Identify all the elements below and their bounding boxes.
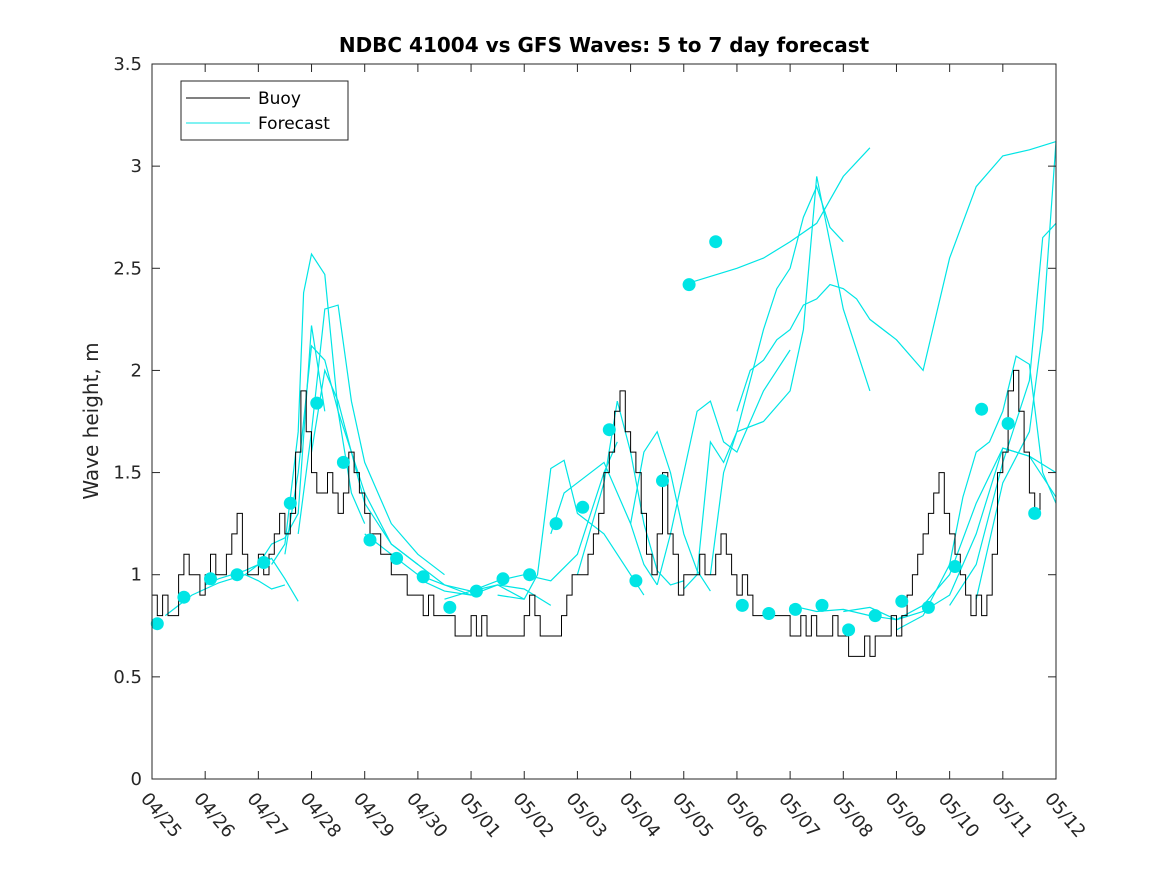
- forecast-point: [815, 598, 829, 612]
- forecast-point: [549, 517, 563, 531]
- forecast-point: [150, 617, 164, 631]
- forecast-line: [297, 304, 445, 576]
- x-tick-label: 05/09: [881, 789, 930, 842]
- y-tick-label: 2.5: [113, 258, 142, 279]
- x-tick-label: 04/28: [296, 789, 345, 842]
- x-tick-label: 04/30: [402, 789, 451, 842]
- chart-title: NDBC 41004 vs GFS Waves: 5 to 7 day fore…: [339, 33, 870, 57]
- forecast-point: [602, 423, 616, 437]
- legend: Buoy Forecast: [180, 80, 349, 141]
- x-tick-label: 05/03: [562, 789, 611, 842]
- forecast-line: [736, 141, 1057, 412]
- x-tick-label: 04/26: [189, 789, 238, 842]
- forecast-point: [469, 584, 483, 598]
- forecast-point: [948, 560, 962, 573]
- x-tick-label: 05/08: [827, 789, 876, 842]
- y-axis: 0 0.5 1 1.5 2 2.5 3 3.5: [113, 54, 1056, 790]
- forecast-point: [390, 551, 404, 565]
- forecast-point: [975, 402, 989, 416]
- forecast-point: [336, 455, 350, 469]
- x-tick-label: 05/04: [615, 789, 664, 842]
- forecast-point: [895, 594, 909, 608]
- forecast-point: [177, 590, 191, 604]
- forecast-point: [496, 572, 510, 586]
- x-tick-label: 05/11: [987, 789, 1036, 842]
- legend-box: [180, 80, 349, 141]
- y-tick-label: 1.5: [113, 463, 142, 484]
- forecast-point: [443, 600, 457, 614]
- forecast-point: [735, 598, 749, 612]
- forecast-point: [230, 568, 244, 582]
- axes-box: [151, 63, 1057, 780]
- buoy-line: [152, 369, 1041, 657]
- forecast-point: [416, 570, 430, 584]
- forecast-line: [949, 222, 1057, 606]
- forecast-point: [310, 396, 324, 410]
- forecast-line: [975, 141, 1057, 600]
- legend-label-forecast: Forecast: [258, 114, 330, 134]
- forecast-line: [656, 349, 791, 586]
- forecast-point: [1001, 417, 1015, 430]
- x-tick-label: 04/27: [243, 789, 292, 842]
- forecast-line: [683, 147, 871, 286]
- y-tick-label: 3: [131, 156, 142, 177]
- x-tick-label: 05/12: [1040, 789, 1089, 842]
- forecast-point: [523, 568, 537, 582]
- y-axis-label: Wave height, m: [79, 342, 103, 499]
- x-tick-label: 05/02: [508, 789, 557, 842]
- forecast-point: [762, 607, 776, 620]
- x-tick-label: 05/06: [721, 789, 770, 842]
- y-tick-label: 0: [131, 769, 142, 790]
- plot-area: [152, 64, 1056, 779]
- forecast-point: [363, 533, 377, 547]
- forecast-point: [709, 235, 723, 249]
- forecast-line: [550, 461, 658, 586]
- x-tick-label: 05/05: [668, 789, 717, 842]
- forecast-point: [257, 556, 271, 569]
- x-tick-label: 05/10: [934, 789, 983, 842]
- forecast-point: [656, 474, 669, 488]
- y-tick-label: 0.5: [113, 667, 142, 688]
- forecast-line: [709, 176, 871, 575]
- y-tick-label: 1: [131, 565, 142, 586]
- x-tick-label: 05/01: [455, 789, 504, 842]
- series-layer: [150, 141, 1057, 657]
- x-tick-label: 05/07: [774, 789, 823, 842]
- y-tick-label: 2: [131, 360, 142, 381]
- forecast-point: [629, 574, 643, 588]
- forecast-point: [868, 609, 882, 623]
- legend-label-buoy: Buoy: [258, 89, 301, 109]
- forecast-point: [204, 572, 217, 586]
- forecast-point: [1028, 506, 1042, 520]
- forecast-point: [788, 602, 802, 616]
- forecast-line: [204, 557, 299, 602]
- forecast-line: [284, 344, 419, 565]
- forecast-point: [682, 278, 696, 292]
- x-tick-label: 04/29: [349, 789, 398, 842]
- y-tick-label: 3.5: [113, 54, 142, 75]
- forecast-point: [921, 600, 935, 614]
- x-tick-label: 04/25: [136, 789, 185, 842]
- forecast-point: [842, 623, 856, 637]
- forecast-line: [497, 459, 645, 600]
- forecast-point: [576, 500, 590, 514]
- forecast-line: [683, 184, 844, 590]
- forecast-point: [283, 496, 297, 510]
